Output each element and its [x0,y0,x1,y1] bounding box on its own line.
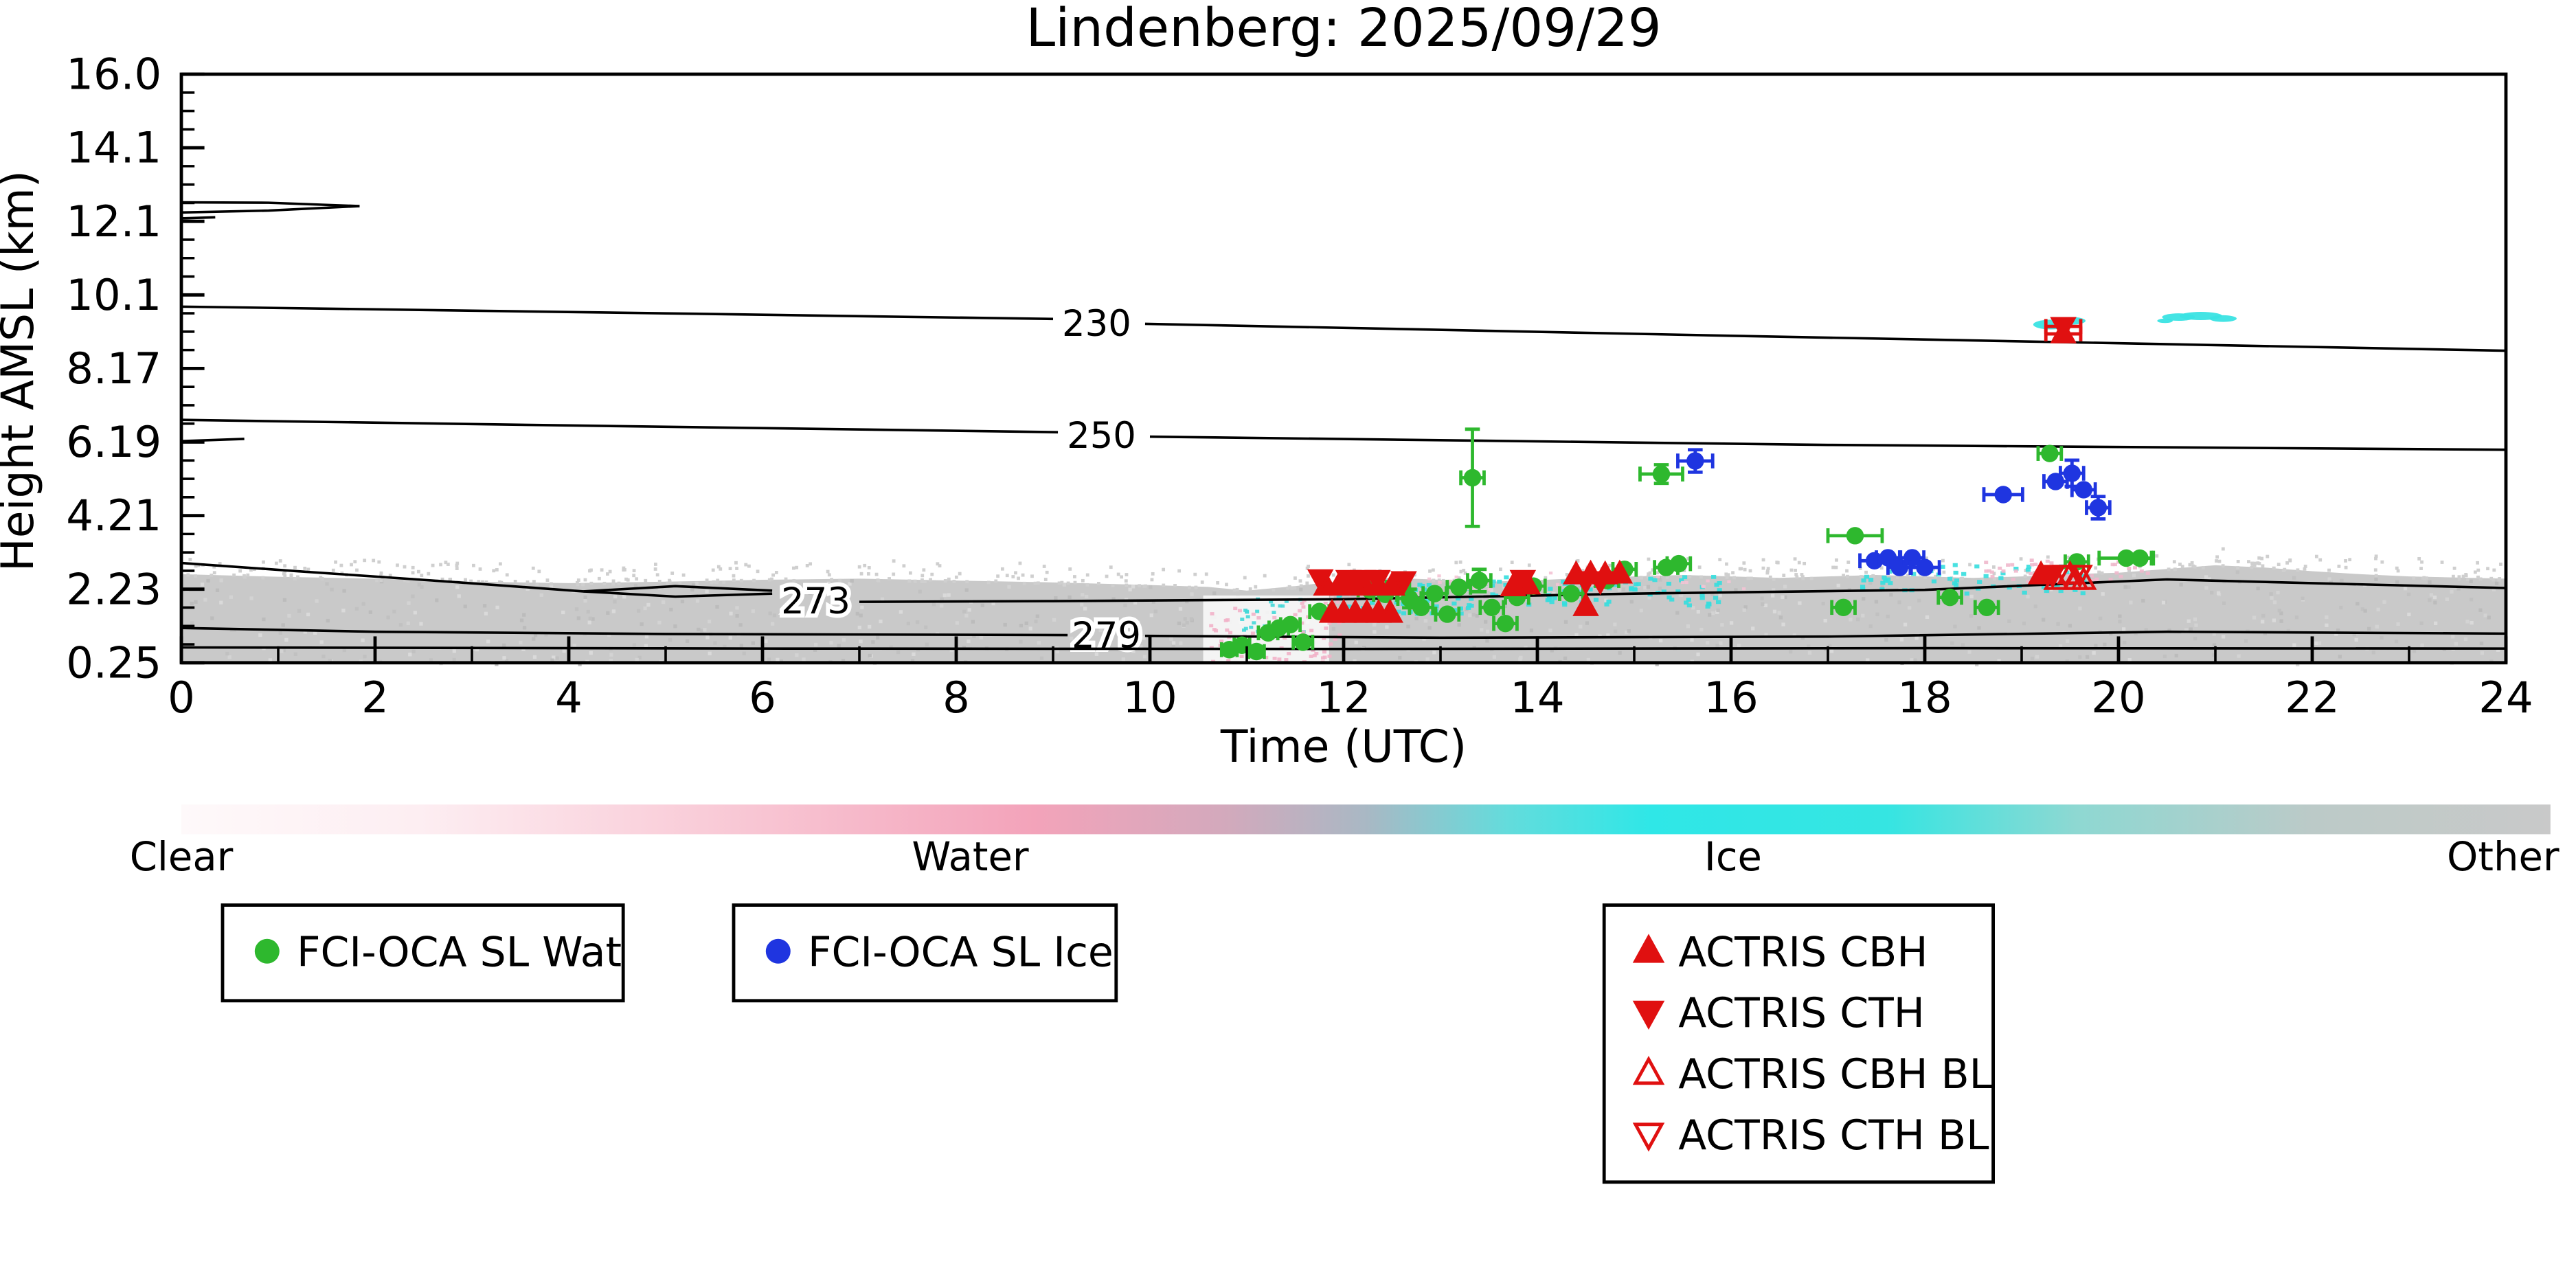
temperature-contour-layer: 230 250 273 279 [181,201,2507,661]
colorbar-label-other: Other [2447,834,2560,880]
legend-label: ACTRIS CTH BL [1678,1111,1989,1160]
contour-label-273: 273 [781,580,850,622]
x-tick-label: 12 [1316,673,1370,723]
y-tick-label: 16.0 [66,49,161,100]
x-tick-label: 14 [1510,673,1564,723]
y-tick-label: 12.1 [66,196,161,247]
y-tick-label: 14.1 [66,123,161,173]
legend-box-2: ACTRIS CBH ACTRIS CTH ACTRIS CBH BL ACTRIS … [1602,903,1995,1184]
legend-box-0: FCI-OCA SL Wat [221,903,625,1003]
contour-label-279: 279 [1072,615,1141,657]
legend-marker-triangle-up [1632,934,1665,963]
contour-label-230: 230 [1062,303,1131,345]
x-tick-label: 0 [168,673,195,723]
colorbar-label-clear: Clear [130,834,234,880]
colorbar-gradient [181,804,2551,835]
colorbar: Clear Water Ice Other [130,804,2560,880]
x-tick-label: 4 [555,673,583,723]
legend-label: ACTRIS CBH BL [1678,1050,1992,1098]
x-tick-label: 16 [1704,673,1758,723]
y-tick-label: 6.19 [66,417,161,467]
y-tick-label: 10.1 [66,270,161,320]
x-tick-label: 6 [749,673,776,723]
legend-marker-triangle-down [1632,1000,1665,1030]
x-tick-label: 22 [2285,673,2339,723]
x-axis-label: Time (UTC) [1220,721,1467,773]
legend-label: FCI-OCA SL Ice [808,928,1114,976]
scatter-layer [1219,317,2156,661]
chart-title: Lindenberg: 2025/09/29 [1026,0,1661,59]
legend-box-1: FCI-OCA SL Ice [732,903,1118,1003]
x-tick-label: 18 [1897,673,1952,723]
y-tick-label: 0.25 [66,637,161,688]
x-tick-label: 20 [2091,673,2145,723]
legend-marker-circle [765,938,791,964]
x-tick-label: 2 [361,673,389,723]
legend-label: ACTRIS CBH [1678,928,1928,976]
axis-layer: 0 2 4 6 8 10 12 14 16 18 20 22 240.252.234.216.198.1… [66,49,2533,723]
y-tick-label: 4.21 [66,490,161,541]
legend-label: ACTRIS CTH [1678,989,1925,1037]
x-tick-label: 24 [2478,673,2533,723]
x-tick-label: 10 [1122,673,1177,723]
series-fci-oca-sl-ice [1676,448,2112,576]
y-axis-label: Height AMSL (km) [0,170,44,572]
colorbar-label-water: Water [912,834,1029,880]
legend-marker-circle [254,938,280,964]
legend-marker-triangle-up-open [1632,1056,1665,1085]
x-tick-label: 8 [942,673,970,723]
y-tick-label: 2.23 [66,564,161,614]
contour-label-250: 250 [1067,415,1136,457]
legend-marker-triangle-down-open [1632,1122,1665,1152]
legend-label: FCI-OCA SL Wat [297,928,622,976]
y-tick-label: 8.17 [66,343,161,394]
colorbar-label-ice: Ice [1704,834,1762,880]
legend-layer: FCI-OCA SL Wat FCI-OCA SL Ice ACTRIS CBHAC… [221,903,1995,1184]
series-actris-cth-bl [2052,565,2093,589]
